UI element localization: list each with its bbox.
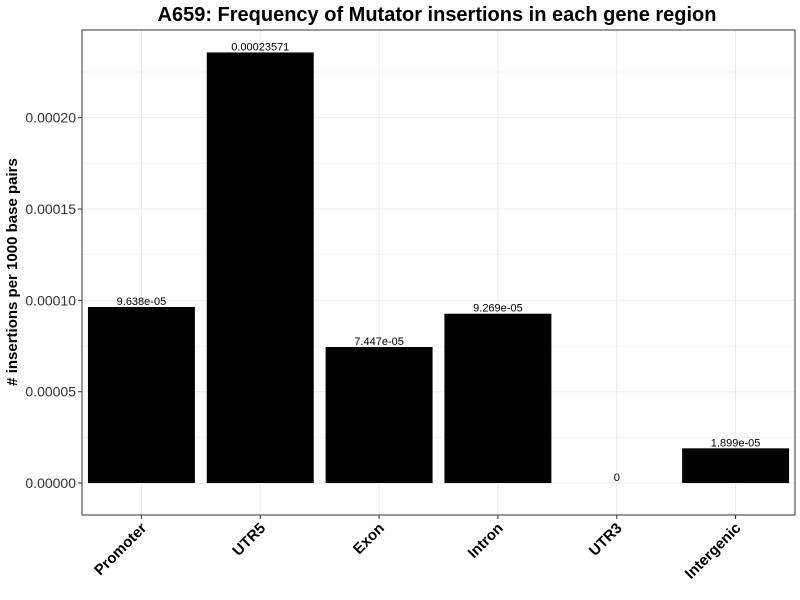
y-tick-label: 0.00000 [25, 475, 76, 491]
y-tick-label: 0.00005 [25, 384, 76, 400]
data-label-utr3: 0 [614, 472, 620, 484]
bar-intergenic [682, 448, 790, 484]
y-tick-label: 0.00010 [25, 292, 76, 308]
y-tick-label: 0.00015 [25, 201, 76, 217]
bars [87, 52, 790, 484]
data-labels: 9.638e-05 0.00023571 7.447e-05 9.269e-05 0 1.… [117, 41, 761, 484]
x-tick-label-intron: Intron [465, 520, 507, 562]
data-label-intergenic: 1.899e-05 [711, 437, 761, 449]
data-label-utr5: 0.00023571 [231, 41, 289, 53]
bar-promoter [87, 306, 195, 484]
y-axis-ticks: 0.00000 0.00005 0.00010 0.00015 0.00020 [25, 110, 82, 491]
bar-utr5 [206, 52, 314, 484]
x-tick-label-utr3: UTR3 [586, 520, 626, 560]
plot-panel-border [81, 29, 796, 516]
bar-exon [325, 346, 433, 484]
x-tick-label-intergenic: Intergenic [682, 520, 745, 583]
data-label-promoter: 9.638e-05 [117, 296, 167, 308]
chart-title: A659: Frequency of Mutator insertions in… [158, 4, 717, 26]
bar-intron [444, 313, 552, 484]
data-label-intron: 9.269e-05 [473, 303, 523, 315]
x-tick-label-exon: Exon [350, 520, 388, 558]
x-axis-ticks: Promoter UTR5 Exon Intron UTR3 Intergenic [91, 515, 744, 583]
data-label-exon: 7.447e-05 [354, 336, 404, 348]
y-axis-label: # insertions per 1000 base pairs [4, 158, 21, 386]
y-tick-label: 0.00020 [25, 110, 76, 126]
x-tick-label-promoter: Promoter [91, 520, 150, 579]
x-tick-label-utr5: UTR5 [229, 520, 269, 560]
